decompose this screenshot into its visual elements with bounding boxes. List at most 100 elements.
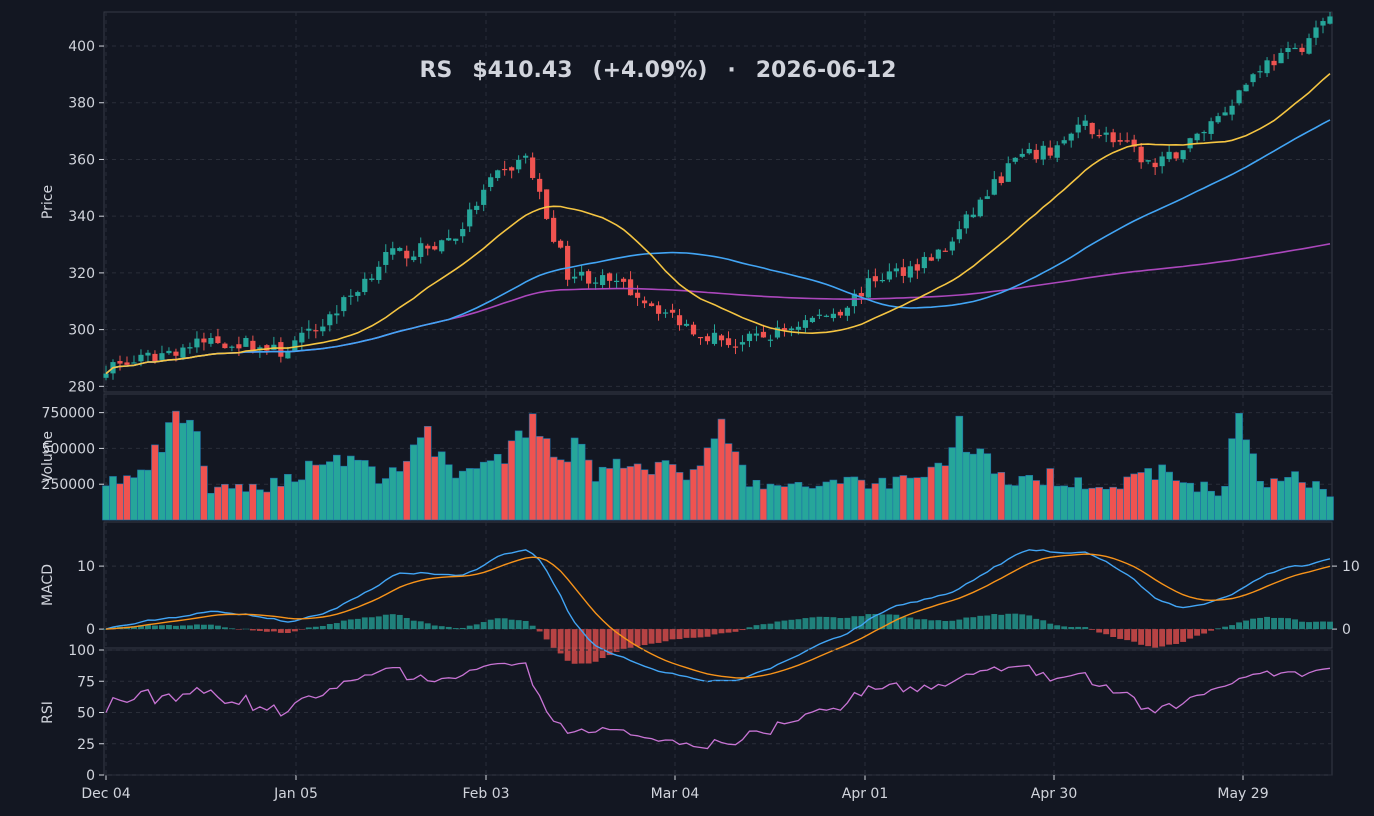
macd-hist-bar (138, 625, 144, 630)
volume-bar (1312, 481, 1320, 521)
volume-bar (381, 478, 390, 521)
candle-body (180, 347, 186, 358)
candle-body (1145, 160, 1151, 162)
volume-bar (822, 481, 831, 521)
candle-body (488, 177, 494, 188)
macd-hist-bar (1201, 629, 1208, 634)
candle-body (1082, 120, 1088, 126)
volume-bar (388, 467, 397, 521)
candle-body (418, 243, 424, 257)
candle (439, 239, 445, 254)
candle-body (893, 268, 899, 272)
candle-body (641, 300, 648, 304)
volume-bar (598, 466, 607, 521)
volume-bar (675, 472, 684, 521)
macd-hist-bar (914, 619, 921, 630)
sma-mid-line (105, 119, 1331, 375)
macd-hist-bar (599, 629, 606, 659)
volume-bar (1284, 477, 1292, 521)
candle-body (655, 305, 662, 314)
macd-hist-bar (312, 626, 319, 630)
candles (103, 12, 1333, 381)
candle-body (446, 238, 452, 241)
candle (397, 246, 403, 252)
candle-body (1033, 149, 1039, 160)
candle (1033, 143, 1039, 163)
candle-body (173, 351, 179, 356)
candle-body (774, 327, 781, 338)
macd-hist-bar (641, 629, 648, 646)
candle (474, 201, 480, 215)
candle (830, 308, 837, 322)
volume-bar (158, 451, 166, 521)
candle (1103, 126, 1109, 143)
candle-body (921, 256, 927, 269)
macd-hist-bar (648, 629, 655, 644)
candle-body (369, 278, 375, 280)
macd-hist-bar (333, 623, 340, 630)
panel-macd (103, 521, 1333, 649)
candle (984, 189, 990, 200)
candle-body (942, 250, 948, 252)
candle (201, 332, 207, 351)
volume-bar (1214, 495, 1222, 521)
macd-hist-bar (963, 617, 970, 630)
candle-body (355, 292, 361, 296)
candle-body (1222, 112, 1228, 116)
candle (655, 301, 662, 321)
candle (753, 326, 760, 342)
volume-bar (731, 451, 740, 521)
candle-body (523, 155, 529, 158)
candle-body (1236, 90, 1242, 104)
y-tick-label: 750000 (42, 406, 95, 422)
candle (858, 286, 864, 305)
macd-hist-bar (249, 629, 256, 631)
volume-bar (172, 410, 180, 521)
macd-hist-bar (739, 629, 746, 631)
y-axis-label: Price (40, 185, 56, 219)
candle-body (537, 178, 543, 192)
candle (1089, 122, 1095, 139)
macd-hist-bar (1082, 627, 1089, 630)
volume-bar (990, 473, 999, 521)
volume-bar (773, 485, 782, 521)
volume-bar (1053, 485, 1062, 521)
volume-bar (1193, 491, 1201, 521)
macd-hist-bar (277, 629, 284, 633)
volume-bar (878, 477, 887, 521)
candle-body (676, 315, 683, 326)
candle (180, 344, 186, 361)
candle (194, 331, 200, 353)
macd-hist-bar (809, 617, 816, 630)
candle (1124, 132, 1130, 143)
candle (565, 240, 571, 287)
volume-bar (969, 453, 978, 521)
macd-hist-bar (207, 624, 214, 630)
volume-bar (1095, 487, 1103, 521)
candle-body (1054, 145, 1060, 158)
candle (579, 265, 585, 281)
macd-hist-bar (1243, 620, 1250, 630)
volume-bar (808, 488, 817, 521)
candle (1299, 43, 1305, 56)
title-change: (+4.09%) (593, 58, 708, 83)
macd-hist-bar (173, 625, 179, 630)
macd-hist-bar (382, 614, 389, 630)
candle (516, 155, 522, 174)
candle (1313, 20, 1319, 46)
macd-hist-bar (1194, 629, 1201, 636)
macd-hist-bar (956, 619, 963, 630)
candle-body (1131, 139, 1137, 147)
candle-body (991, 179, 997, 195)
macd-hist-bar (1061, 626, 1068, 630)
candle-body (1159, 156, 1165, 167)
volume-bar (102, 485, 110, 521)
y-tick-label: 10 (77, 559, 95, 575)
candle (1243, 83, 1249, 92)
macd-hist-bar (459, 627, 466, 630)
candle (662, 309, 669, 318)
macd-hist-bar (354, 618, 361, 630)
candle-body (949, 241, 955, 251)
candle-body (348, 295, 354, 297)
